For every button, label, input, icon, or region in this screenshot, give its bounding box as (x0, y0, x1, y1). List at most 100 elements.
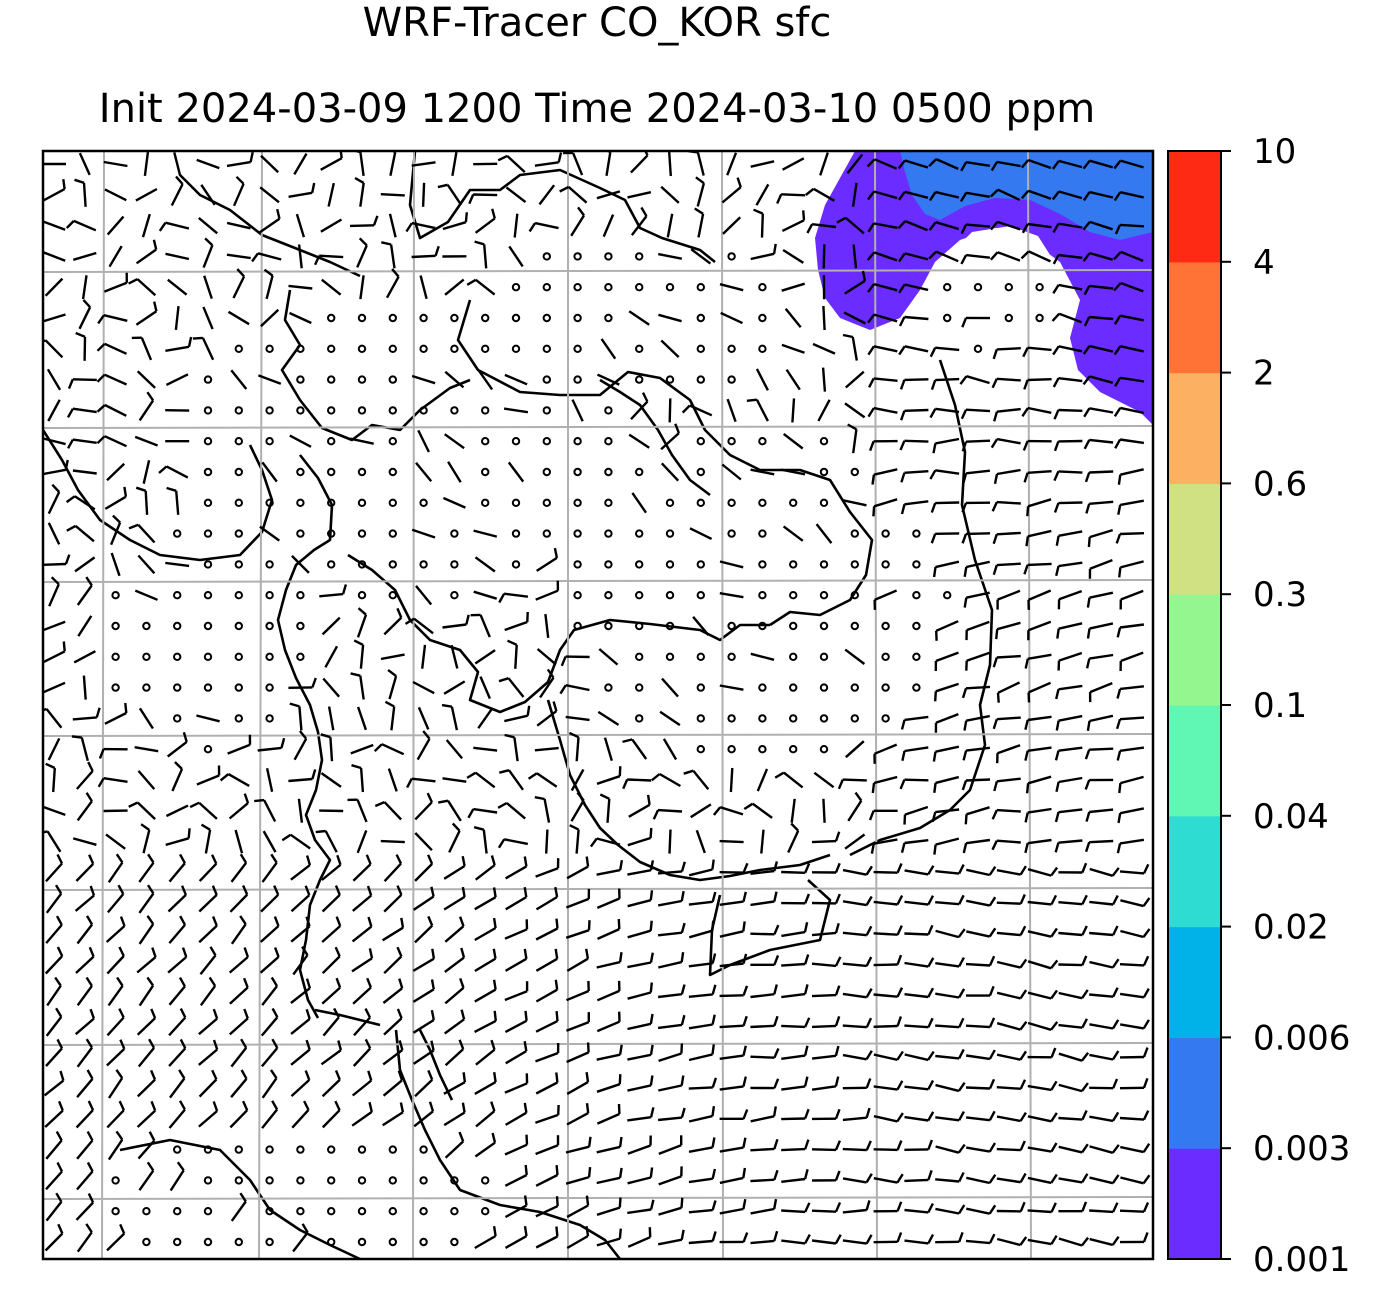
wind-barb-staff (324, 645, 339, 668)
wind-barb-feather (461, 1102, 466, 1113)
map-frame (41, 149, 1155, 1261)
wind-barb-staff (1089, 653, 1114, 660)
wind-barb-staff (597, 710, 620, 726)
wind-barb-staff (904, 345, 929, 353)
wind-barb-staff (1058, 470, 1083, 474)
wind-barb-staff (719, 592, 744, 599)
wind-barb-staff (351, 957, 373, 973)
wind-barb-feather (404, 617, 415, 625)
calm-wind-marker (111, 1207, 120, 1216)
wind-barb-feather (900, 504, 906, 515)
wind-barb-staff (504, 990, 528, 1002)
wind-barb-staff (1119, 376, 1145, 383)
wind-barb-feather (680, 1014, 686, 1026)
wind-barb-staff (1028, 250, 1052, 263)
wind-barb-feather (493, 1072, 497, 1083)
wind-barb-staff (904, 961, 929, 968)
wind-barb-feather (354, 176, 365, 184)
wind-barb-feather (1020, 250, 1030, 260)
wind-barb-feather (711, 1044, 715, 1055)
calm-wind-marker (604, 683, 613, 692)
wind-barb-staff (230, 1078, 248, 1098)
wind-barb-staff (690, 803, 712, 819)
calm-wind-marker (758, 683, 767, 692)
wind-barb-feather (174, 761, 183, 770)
wind-barb-staff (411, 528, 436, 539)
wind-barb-feather (933, 844, 937, 855)
wind-barb-staff (1089, 470, 1114, 474)
wind-barb-staff (811, 993, 837, 998)
wind-barb-feather (618, 1197, 622, 1208)
wind-barb-staff (44, 1232, 64, 1252)
wind-barb-staff (44, 339, 64, 359)
wind-barb-feather (742, 953, 748, 964)
wind-barb-staff (935, 1083, 960, 1093)
wind-barb-staff (596, 1145, 621, 1154)
wind-barb-staff (483, 244, 488, 269)
wind-barb-staff (1120, 406, 1144, 415)
calm-wind-marker (665, 560, 675, 569)
wind-barb-staff (1119, 223, 1145, 228)
wind-barb-feather (341, 584, 348, 595)
wind-barb-staff (504, 1204, 528, 1219)
wind-barb-feather (988, 1110, 996, 1121)
wind-barb-feather (1051, 312, 1061, 322)
wind-barb-staff (535, 927, 559, 941)
wind-barb-staff (168, 924, 186, 944)
wind-barb-staff (688, 1023, 713, 1030)
wind-barb-feather (896, 1080, 904, 1091)
wind-barb-staff (1027, 653, 1052, 660)
wind-barb-feather (55, 1131, 63, 1141)
wind-barb-staff (544, 613, 550, 639)
calm-wind-marker (727, 252, 736, 261)
wind-barb-feather (1050, 866, 1059, 877)
calm-wind-marker (696, 498, 705, 507)
wind-barb-feather (928, 221, 937, 231)
wind-barb-feather (931, 811, 937, 823)
wind-barb-staff (843, 311, 867, 325)
wind-barb-staff (356, 829, 368, 854)
wind-barb-feather (1019, 1172, 1027, 1183)
calm-wind-marker (481, 498, 490, 507)
wind-barb-staff (571, 399, 584, 422)
wind-barb-staff (813, 187, 835, 202)
calm-wind-marker (142, 1207, 151, 1216)
calm-wind-marker (789, 591, 798, 600)
wind-barb-feather (742, 1076, 747, 1087)
wind-barb-feather (1084, 779, 1091, 790)
wind-barb-staff (697, 213, 705, 238)
calm-wind-marker (696, 560, 705, 569)
wind-barb-feather (803, 1076, 809, 1087)
wind-barb-staff (935, 469, 960, 475)
wind-barb-feather (927, 1170, 933, 1181)
wind-barb-staff (414, 863, 433, 882)
wind-barb-feather (618, 1228, 622, 1239)
wind-barb-staff (628, 310, 650, 326)
wind-barb-staff (873, 406, 898, 414)
wind-barb-staff (965, 778, 991, 782)
calm-wind-marker (481, 1207, 490, 1216)
wind-barb-staff (688, 868, 713, 877)
wind-barb-feather (211, 916, 218, 927)
wind-barb-feather (1054, 811, 1060, 823)
wind-barb-feather (898, 316, 906, 327)
wind-barb-staff (965, 1086, 991, 1090)
wind-barb-feather (867, 345, 875, 356)
wind-barb-feather (742, 1198, 747, 1210)
wind-barb-staff (935, 158, 959, 170)
wind-barb-feather (1080, 1236, 1090, 1247)
wind-barb-feather (963, 566, 968, 577)
wind-barb-feather (1084, 472, 1091, 483)
wind-barb-feather (1024, 812, 1029, 823)
wind-barb-staff (659, 710, 681, 727)
wind-barb-staff (935, 712, 959, 724)
wind-barb-feather (499, 769, 510, 774)
wind-barb-staff (658, 1052, 682, 1063)
wind-barb-staff (73, 219, 97, 232)
wind-barb-staff (44, 1109, 64, 1128)
calm-wind-marker (388, 560, 397, 569)
calm-wind-marker (327, 375, 336, 384)
wind-barb-staff (259, 955, 280, 974)
wind-barb-staff (288, 311, 312, 325)
